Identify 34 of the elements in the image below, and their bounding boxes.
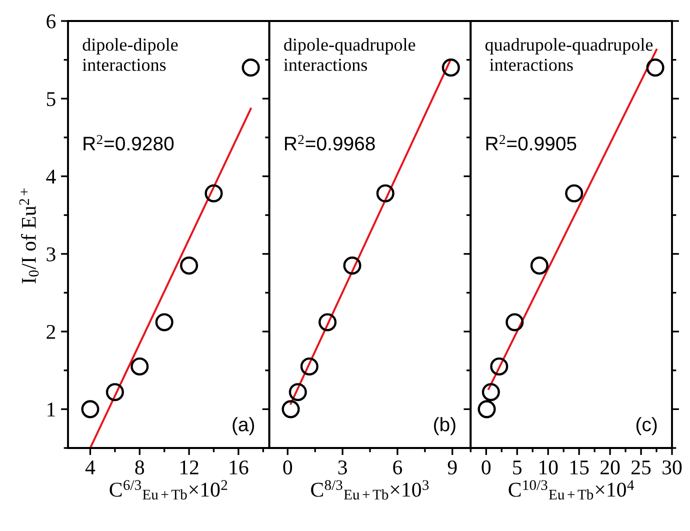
annotation: (c) (636, 417, 657, 436)
annotation: (a) (232, 417, 254, 436)
x-tick-label: 9 (448, 460, 457, 474)
x-tick-label: 10 (540, 460, 558, 474)
x-tick-label: 0 (482, 460, 491, 474)
y-tick-label: 5 (46, 92, 56, 106)
annotation: R$^{2}$=0.9968 (285, 135, 375, 150)
x-tick-label: 5 (513, 460, 522, 474)
x-tick-label: 15 (570, 460, 589, 474)
y-tick-label: 2 (46, 324, 56, 339)
y-tick-label: 1 (48, 402, 55, 416)
x-tick-label: 12 (180, 460, 198, 474)
annotation: quadrupole-quadrupole interactions (485, 38, 653, 71)
y-tick-label: 6 (46, 14, 56, 28)
x-tick-label: 3 (338, 460, 347, 474)
x-tick-label: 16 (230, 460, 248, 474)
annotation: R$^{2}$=0.9905 (486, 135, 576, 150)
x-axis-title: C$^{6/3}$$_{Eu+Tb}$×10$^{2}$ (110, 480, 228, 500)
x-tick-label: 0 (283, 460, 292, 474)
annotation: dipole-dipole interactions (82, 38, 178, 71)
y-axis-title: I$_{0}$/I of Eu$^{2+}$ (19, 188, 39, 284)
x-tick-label: 8 (135, 460, 144, 474)
y-tick-label: 3 (46, 247, 56, 262)
x-axis-title: C$^{8/3}$$_{Eu+Tb}$×10$^{3}$ (311, 480, 429, 500)
x-tick-label: 4 (85, 460, 96, 474)
x-tick-label: 20 (600, 460, 620, 474)
x-tick-label: 30 (662, 460, 682, 474)
x-tick-label: 25 (632, 460, 651, 474)
annotation: R$^{2}$=0.9280 (84, 135, 174, 150)
annotation: dipole-quadrupole interactions (284, 38, 416, 71)
x-axis-title: C$^{10/3}$$_{Eu+Tb}$×10$^{4}$ (508, 480, 634, 500)
x-tick-label: 6 (393, 460, 402, 474)
y-tick-label: 4 (46, 170, 56, 184)
annotation: (b) (434, 417, 456, 436)
